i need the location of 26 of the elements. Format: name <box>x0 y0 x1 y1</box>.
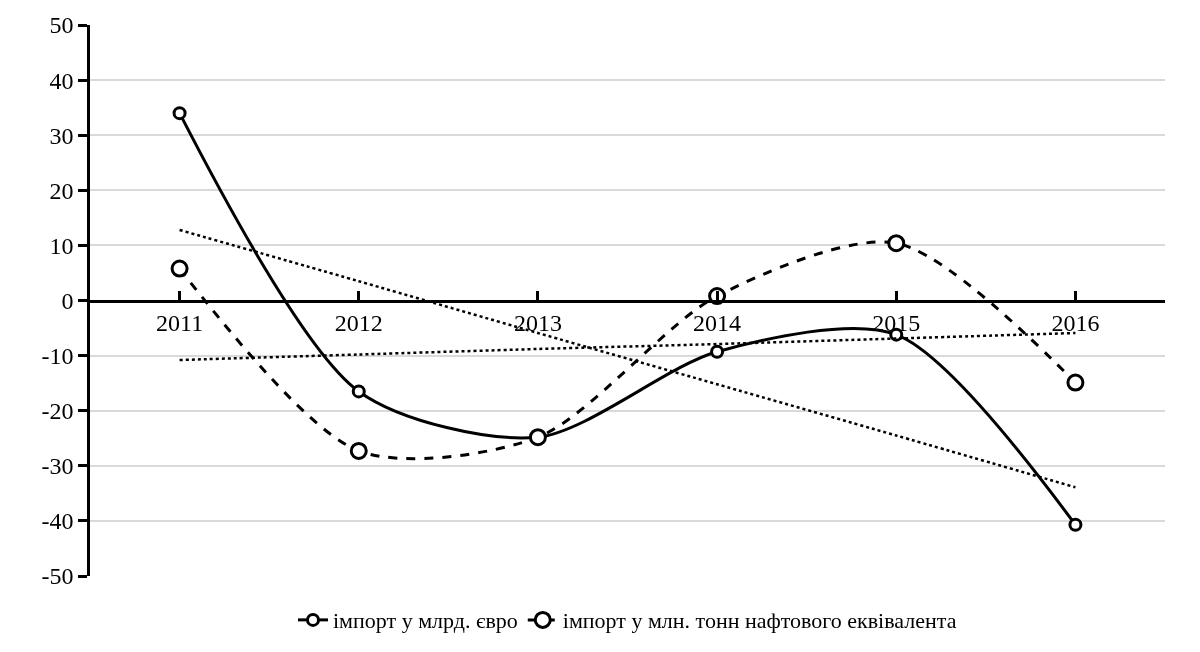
y-tick-label: 10 <box>49 232 74 259</box>
legend-label: імпорт у млн. тонн нафтового еквівалента <box>562 608 957 634</box>
y-tick-label: -20 <box>41 398 74 425</box>
y-tick-label: -10 <box>41 343 74 369</box>
point <box>349 441 368 460</box>
x-tick-label: 2011 <box>156 310 204 337</box>
y-tick-label: 50 <box>49 12 74 39</box>
point <box>351 384 366 399</box>
legend-label: імпорт у млрд. євро <box>333 608 518 634</box>
x-tick-label: 2014 <box>693 310 742 337</box>
point <box>710 344 725 359</box>
x-tick-label: 2016 <box>1051 310 1100 337</box>
point <box>172 106 187 121</box>
x-tick-label: 2012 <box>334 310 383 337</box>
y-tick-label: -40 <box>41 508 74 535</box>
point <box>1068 517 1083 532</box>
y-tick-label: 0 <box>61 287 74 314</box>
point <box>170 259 189 278</box>
y-tick-label: 20 <box>49 177 74 204</box>
point <box>887 234 906 253</box>
y-tick-label: 30 <box>49 122 74 149</box>
point <box>1066 373 1085 392</box>
y-tick-label: -30 <box>41 453 74 480</box>
y-tick-label: 40 <box>49 67 74 94</box>
y-tick-label: -50 <box>41 563 74 590</box>
x-tick-label: 2013 <box>513 310 562 337</box>
